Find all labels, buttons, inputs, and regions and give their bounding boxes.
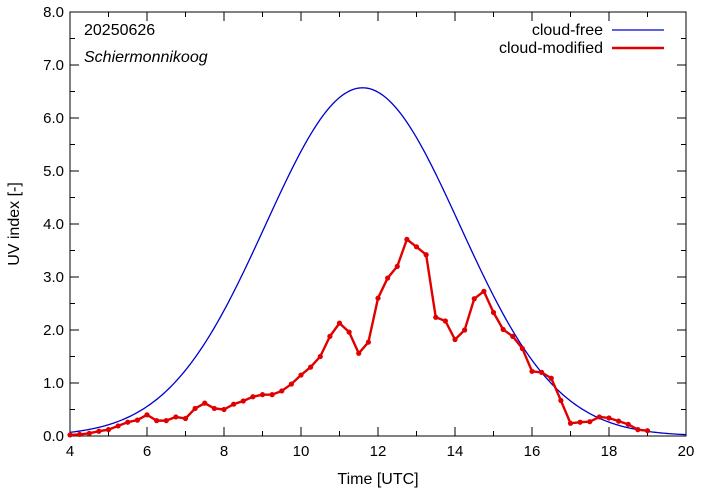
data-point-cloud-modified [202, 400, 208, 406]
data-point-cloud-modified [567, 420, 574, 426]
y-tick-label: 1.0 [43, 375, 64, 392]
data-point-cloud-modified [298, 372, 304, 378]
data-point-cloud-modified [192, 405, 198, 412]
y-tick-label: 3.0 [43, 269, 64, 286]
data-point-cloud-modified [327, 333, 333, 339]
x-tick-label: 18 [601, 443, 618, 460]
y-tick-label: 4.0 [43, 216, 64, 233]
data-point-cloud-modified [269, 392, 275, 398]
data-point-cloud-modified [596, 414, 602, 420]
x-tick-label: 20 [678, 443, 695, 460]
data-point-cloud-modified [644, 428, 651, 434]
date-annotation: 20250626 [84, 22, 155, 39]
data-point-cloud-modified [115, 423, 121, 429]
data-point-cloud-modified [606, 415, 612, 421]
data-point-cloud-modified [96, 428, 102, 434]
data-point-cloud-modified [385, 275, 391, 281]
legend-label-cloud-free: cloud-free [532, 22, 603, 39]
data-point-cloud-modified [462, 327, 468, 333]
data-point-cloud-modified [211, 405, 217, 412]
y-tick-label: 8.0 [43, 4, 64, 21]
data-point-cloud-modified [452, 336, 458, 343]
data-point-cloud-modified [163, 418, 169, 424]
data-point-cloud-modified [587, 419, 593, 425]
data-point-cloud-modified [317, 353, 323, 360]
data-point-cloud-modified [279, 388, 285, 394]
data-point-cloud-modified [558, 397, 564, 404]
x-tick-label: 12 [370, 443, 387, 460]
x-axis-title: Time [UTC] [337, 471, 418, 488]
site-annotation: Schiermonnikoog [84, 49, 208, 66]
x-tick-label: 8 [220, 443, 228, 460]
data-point-cloud-modified [471, 296, 477, 302]
data-point-cloud-modified [481, 288, 487, 294]
x-tick-label: 4 [66, 443, 74, 460]
data-point-cloud-modified [375, 295, 381, 301]
data-point-cloud-modified [134, 417, 140, 423]
y-tick-label: 6.0 [43, 110, 64, 127]
data-point-cloud-modified [529, 368, 535, 374]
y-tick-label: 2.0 [43, 322, 64, 339]
data-point-cloud-modified [308, 364, 314, 370]
data-point-cloud-modified [490, 309, 497, 316]
data-point-cloud-modified [356, 350, 362, 356]
data-point-cloud-modified [500, 326, 506, 333]
data-point-cloud-modified [144, 412, 150, 418]
data-point-cloud-modified [346, 329, 352, 335]
data-point-cloud-modified [548, 375, 554, 381]
data-point-cloud-modified [125, 419, 131, 425]
data-point-cloud-modified [231, 401, 237, 407]
data-point-cloud-modified [105, 427, 112, 433]
data-point-cloud-modified [336, 320, 343, 326]
y-axis-title: UV index [-] [6, 182, 23, 266]
data-point-cloud-modified [616, 418, 622, 424]
data-point-cloud-modified [423, 252, 429, 258]
data-point-cloud-modified [442, 318, 448, 324]
data-point-cloud-modified [635, 427, 641, 433]
legend-label-cloud-modified: cloud-modified [499, 40, 603, 57]
data-point-cloud-modified [365, 339, 371, 345]
data-point-cloud-modified [221, 406, 227, 413]
x-tick-label: 10 [293, 443, 310, 460]
data-point-cloud-modified [67, 432, 73, 438]
data-point-cloud-modified [625, 421, 631, 427]
x-tick-label: 14 [447, 443, 464, 460]
data-point-cloud-modified [288, 381, 294, 387]
x-tick-label: 6 [143, 443, 151, 460]
data-point-cloud-modified [433, 314, 439, 320]
data-point-cloud-modified [539, 369, 545, 375]
data-point-cloud-modified [259, 392, 266, 398]
data-point-cloud-modified [510, 333, 516, 339]
y-tick-label: 5.0 [43, 163, 64, 180]
y-tick-label: 0.0 [43, 428, 64, 445]
data-point-cloud-modified [577, 419, 583, 425]
data-point-cloud-modified [154, 418, 160, 424]
data-point-cloud-modified [413, 244, 420, 250]
data-point-cloud-modified [394, 263, 400, 269]
plot-area: 4 6 8 10 12 14 16 18 20 0.0 1.0 2.0 3.0 4.0 5.0 6.0 7.0 8… [43, 4, 694, 460]
data-point-cloud-modified [250, 394, 256, 400]
data-point-cloud-modified [182, 415, 189, 422]
data-point-cloud-modified [240, 398, 246, 404]
data-point-cloud-modified [519, 345, 525, 352]
data-point-cloud-modified [173, 414, 179, 420]
data-point-cloud-modified [86, 430, 92, 436]
y-tick-label: 7.0 [43, 57, 64, 74]
series-line-cloud-free [69, 87, 687, 436]
data-point-cloud-modified [77, 431, 83, 438]
data-point-cloud-modified [404, 236, 410, 242]
x-tick-label: 16 [524, 443, 541, 460]
